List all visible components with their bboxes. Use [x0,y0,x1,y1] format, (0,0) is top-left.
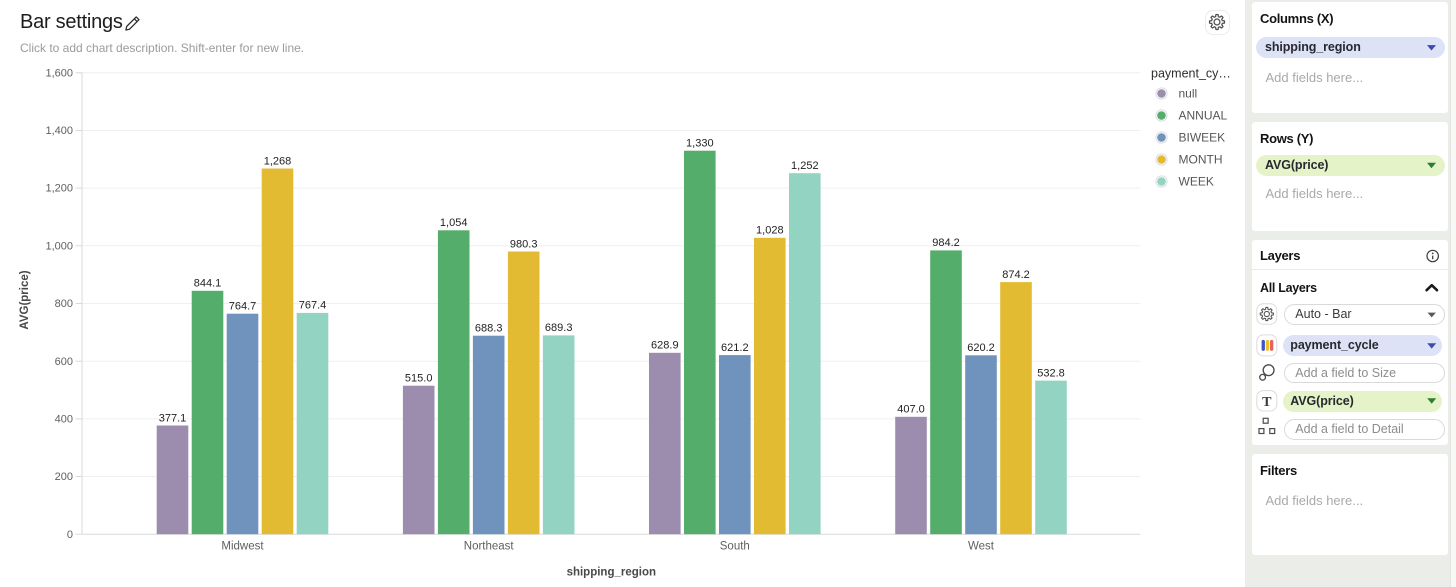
svg-text:200: 200 [55,471,73,483]
svg-text:767.4: 767.4 [299,300,327,312]
svg-text:515.0: 515.0 [405,373,433,385]
svg-text:shipping_region: shipping_region [567,567,656,579]
svg-text:0: 0 [67,529,73,541]
svg-text:689.3: 689.3 [545,322,573,334]
svg-text:844.1: 844.1 [194,278,222,290]
svg-text:null: null [1179,87,1198,101]
svg-text:377.1: 377.1 [159,412,187,424]
svg-text:688.3: 688.3 [475,323,503,335]
svg-text:764.7: 764.7 [229,301,257,313]
svg-text:MONTH: MONTH [1179,153,1223,167]
svg-text:407.0: 407.0 [897,404,925,416]
svg-text:400: 400 [55,414,73,426]
svg-text:South: South [720,541,750,553]
svg-text:WEEK: WEEK [1179,175,1214,189]
svg-text:621.2: 621.2 [721,342,749,354]
svg-text:Northeast: Northeast [464,541,515,553]
svg-text:1,000: 1,000 [45,240,73,252]
svg-text:984.2: 984.2 [932,237,960,249]
svg-text:1,028: 1,028 [756,225,784,237]
svg-text:1,600: 1,600 [45,67,73,79]
svg-text:West: West [968,541,995,553]
svg-text:874.2: 874.2 [1002,269,1030,281]
svg-text:600: 600 [55,356,73,368]
svg-text:BIWEEK: BIWEEK [1179,131,1226,145]
svg-text:AVG(price): AVG(price) [19,270,31,329]
svg-text:ANNUAL: ANNUAL [1179,109,1228,123]
svg-text:1,400: 1,400 [45,125,73,137]
svg-text:628.9: 628.9 [651,340,679,352]
svg-text:1,054: 1,054 [440,217,468,229]
svg-text:532.8: 532.8 [1037,367,1065,379]
svg-text:payment_cy…: payment_cy… [1151,67,1231,81]
svg-text:620.2: 620.2 [967,342,995,354]
svg-text:800: 800 [55,298,73,310]
svg-text:T: T [1262,395,1272,410]
svg-text:1,200: 1,200 [45,183,73,195]
svg-text:Midwest: Midwest [221,541,264,553]
svg-text:1,268: 1,268 [264,155,292,167]
svg-text:1,330: 1,330 [686,138,714,150]
svg-text:1,252: 1,252 [791,160,819,172]
svg-text:980.3: 980.3 [510,238,538,250]
